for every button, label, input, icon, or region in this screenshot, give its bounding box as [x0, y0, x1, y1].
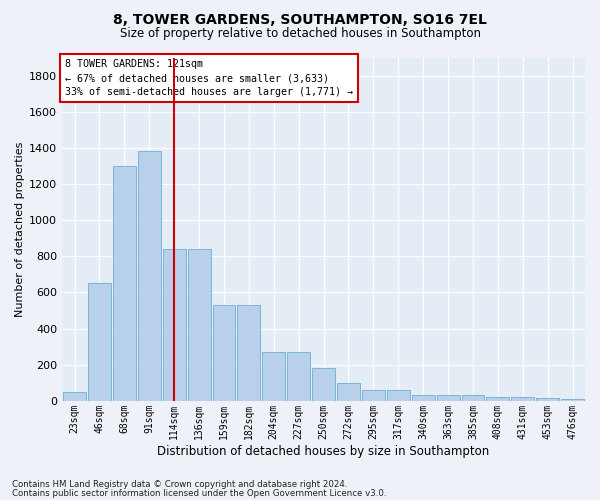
Bar	[163, 249, 185, 401]
Bar	[63, 392, 86, 401]
Text: Size of property relative to detached houses in Southampton: Size of property relative to detached ho…	[119, 28, 481, 40]
Text: Contains public sector information licensed under the Open Government Licence v3: Contains public sector information licen…	[12, 489, 386, 498]
Bar	[188, 249, 211, 401]
Bar	[487, 398, 509, 401]
Text: 8, TOWER GARDENS, SOUTHAMPTON, SO16 7EL: 8, TOWER GARDENS, SOUTHAMPTON, SO16 7EL	[113, 12, 487, 26]
Text: Contains HM Land Registry data © Crown copyright and database right 2024.: Contains HM Land Registry data © Crown c…	[12, 480, 347, 489]
Y-axis label: Number of detached properties: Number of detached properties	[15, 142, 25, 317]
Bar	[362, 390, 385, 401]
Bar	[262, 352, 285, 401]
Bar	[387, 390, 410, 401]
X-axis label: Distribution of detached houses by size in Southampton: Distribution of detached houses by size …	[157, 444, 490, 458]
Bar	[312, 368, 335, 401]
Bar	[238, 305, 260, 401]
Bar	[113, 166, 136, 401]
Bar	[437, 396, 460, 401]
Bar	[536, 398, 559, 401]
Bar	[461, 396, 484, 401]
Text: 8 TOWER GARDENS: 121sqm
← 67% of detached houses are smaller (3,633)
33% of semi: 8 TOWER GARDENS: 121sqm ← 67% of detache…	[65, 59, 353, 97]
Bar	[138, 152, 161, 401]
Bar	[511, 398, 534, 401]
Bar	[287, 352, 310, 401]
Bar	[212, 305, 235, 401]
Bar	[88, 284, 111, 401]
Bar	[337, 383, 360, 401]
Bar	[561, 399, 584, 401]
Bar	[412, 396, 434, 401]
